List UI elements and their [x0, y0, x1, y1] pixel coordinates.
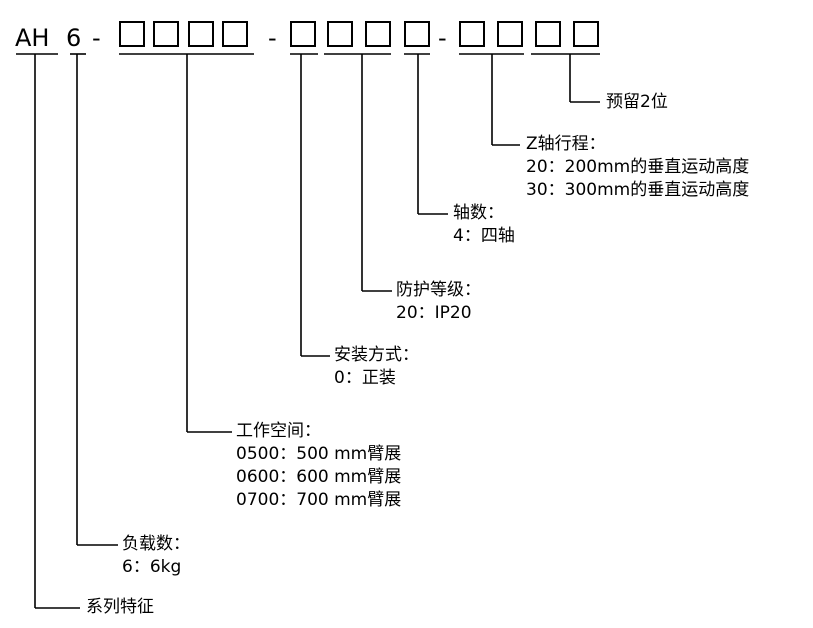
- z-travel-digit-box: [497, 21, 523, 47]
- reserved-label: 预留2位: [606, 92, 668, 112]
- workspace-digit-box: [222, 21, 248, 47]
- protection-digit-box: [365, 21, 391, 47]
- workspace-option: 0600：600 mm臂展: [236, 467, 402, 487]
- mounting-block: 安装方式： 0：正装: [334, 344, 419, 390]
- axes-digit-box: [404, 21, 430, 47]
- mounting-title: 安装方式：: [334, 345, 419, 365]
- z-travel-block: Z轴行程： 20：200mm的垂直运动高度 30：300mm的垂直运动高度: [526, 133, 749, 202]
- axes-title: 轴数：: [453, 203, 504, 223]
- axes-block: 轴数： 4：四轴: [453, 202, 515, 248]
- protection-digit-box: [327, 21, 353, 47]
- reserved-digit-box: [573, 21, 599, 47]
- workspace-digit-box: [153, 21, 179, 47]
- protection-block: 防护等级： 20：IP20: [396, 279, 481, 325]
- workspace-digit-box: [188, 21, 214, 47]
- reserved-digit-box: [535, 21, 561, 47]
- separator-1: -: [92, 24, 101, 52]
- workspace-option: 0700：700 mm臂展: [236, 490, 402, 510]
- z-travel-title: Z轴行程：: [526, 134, 606, 154]
- protection-title: 防护等级：: [396, 280, 481, 300]
- payload-title: 负载数：: [122, 534, 190, 554]
- load-code-token: 6: [66, 24, 82, 52]
- separator-2: -: [268, 24, 277, 52]
- workspace-option: 0500：500 mm臂展: [236, 444, 402, 464]
- payload-option: 6：6kg: [122, 557, 182, 577]
- protection-option: 20：IP20: [396, 303, 472, 323]
- z-travel-digit-box: [459, 21, 485, 47]
- mounting-digit-box: [290, 21, 316, 47]
- axes-option: 4：四轴: [453, 226, 515, 246]
- workspace-title: 工作空间：: [236, 421, 321, 441]
- payload-block: 负载数： 6：6kg: [122, 533, 190, 579]
- z-travel-option: 20：200mm的垂直运动高度: [526, 157, 750, 177]
- z-travel-option: 30：300mm的垂直运动高度: [526, 180, 750, 200]
- workspace-digit-box: [119, 21, 145, 47]
- separator-3: -: [438, 24, 447, 52]
- series-code-token: AH: [15, 24, 50, 52]
- mounting-option: 0：正装: [334, 368, 396, 388]
- series-label: 系列特征: [86, 597, 154, 617]
- workspace-block: 工作空间： 0500：500 mm臂展 0600：600 mm臂展 0700：7…: [236, 420, 401, 512]
